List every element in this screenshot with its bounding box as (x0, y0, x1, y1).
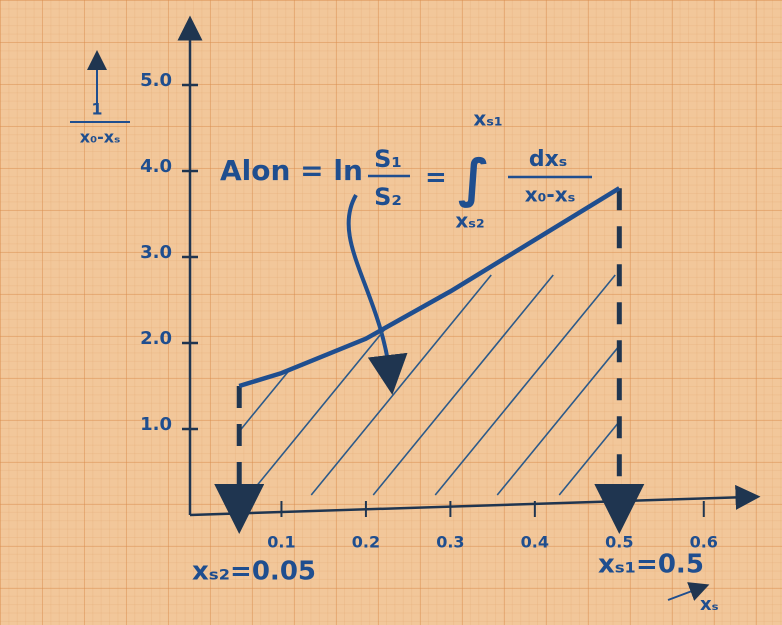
hatch-line (0, 275, 119, 495)
formula-equals: = (425, 163, 447, 193)
y-tick-label: 1.0 (140, 414, 172, 435)
page: 1 x₀-xₛ Alon = ln S₁ S₂ = ∫ xₛ₁ xₛ₂ dxₛ … (0, 0, 782, 625)
integral-sign: ∫ (458, 149, 490, 209)
chart: 1 x₀-xₛ Alon = ln S₁ S₂ = ∫ xₛ₁ xₛ₂ dxₛ … (0, 0, 782, 625)
x-tick-label: 0.5 (605, 533, 633, 552)
hatch-line (63, 275, 243, 495)
annotation: xₛ₂=0.05 (192, 557, 316, 587)
y-tick-label: 4.0 (140, 156, 172, 177)
formula-left: Alon = ln (220, 154, 363, 187)
formula-integrand-top: dxₛ (529, 147, 567, 172)
formula-frac-bottom: S₂ (374, 183, 402, 211)
curve (239, 188, 619, 386)
x-axis (190, 497, 748, 515)
formula-integrand-bottom: x₀-xₛ (525, 183, 576, 207)
x-tick-label: 0.4 (521, 533, 549, 552)
formula-frac-top: S₁ (374, 145, 402, 173)
x-label-arrow (668, 588, 700, 600)
formula-upper-limit: xₛ₁ (473, 107, 502, 131)
y-tick-label: 3.0 (140, 242, 172, 263)
hatch-line (621, 275, 782, 495)
x-tick-label: 0.2 (352, 533, 380, 552)
y-tick-label: 5.0 (140, 70, 172, 91)
y-tick-label: 2.0 (140, 328, 172, 349)
hatch-line (1, 275, 181, 495)
annotation: xₛ₁=0.5 (598, 550, 704, 580)
hatching (0, 275, 782, 495)
x-tick-label: 0.6 (690, 533, 718, 552)
formula-lower-limit: xₛ₂ (455, 209, 484, 233)
y-label-denominator: x₀-xₛ (80, 128, 120, 147)
x-tick-label: 0.3 (436, 533, 464, 552)
x-tick-label: 0.1 (267, 533, 295, 552)
y-label-numerator: 1 (91, 100, 102, 119)
x-label: xₛ (700, 594, 719, 615)
